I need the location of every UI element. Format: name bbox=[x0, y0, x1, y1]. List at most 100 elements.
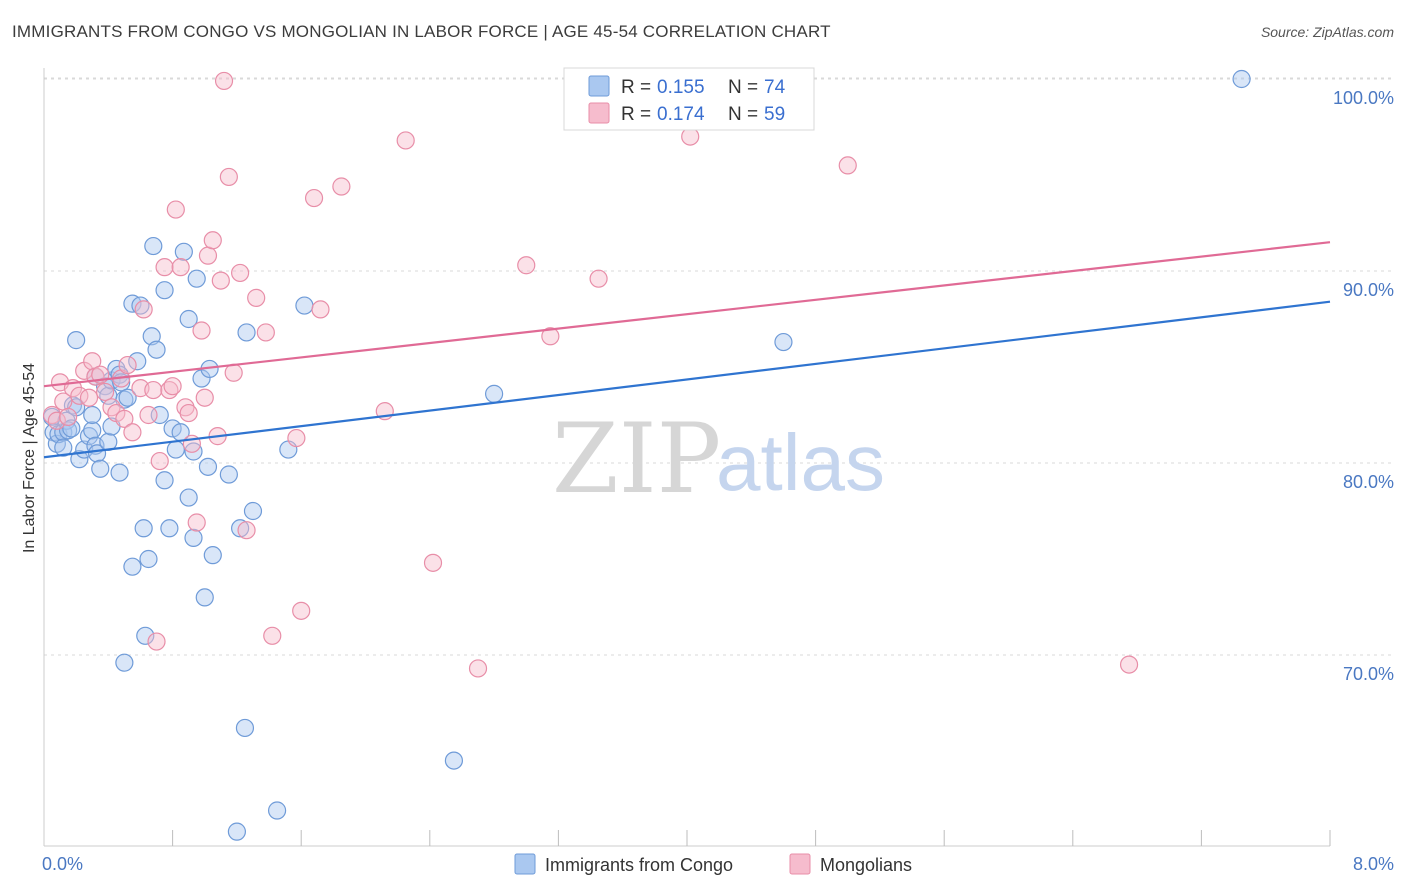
y-tick-labels: 70.0% 80.0% 90.0% 100.0% bbox=[1333, 88, 1394, 684]
point-congo-62 bbox=[231, 519, 250, 538]
point-mongolian-61 bbox=[838, 156, 857, 175]
legend-r-label-1: R = bbox=[621, 77, 651, 98]
trend-lines bbox=[43, 241, 1331, 459]
y-axis-label: In Labor Force | Age 45-54 bbox=[21, 363, 38, 553]
point-mongolian-45 bbox=[247, 288, 266, 307]
point-congo-59 bbox=[203, 546, 222, 565]
point-congo-54 bbox=[187, 269, 206, 288]
point-congo-14 bbox=[83, 421, 102, 440]
point-congo-33 bbox=[128, 352, 147, 371]
point-congo-13 bbox=[79, 427, 99, 446]
point-mongolian-57 bbox=[517, 256, 536, 275]
bottom-legend: Immigrants from Congo Mongolians bbox=[514, 853, 912, 875]
point-mongolian-59 bbox=[589, 269, 608, 288]
point-congo-66 bbox=[267, 801, 287, 820]
legend-n-value-1: 74 bbox=[764, 77, 786, 98]
y-tick-label-3: 100.0% bbox=[1333, 88, 1394, 108]
point-congo-57 bbox=[198, 457, 218, 476]
point-congo-19 bbox=[91, 459, 110, 478]
point-mongolian-51 bbox=[311, 300, 330, 319]
point-mongolian-60 bbox=[681, 127, 700, 146]
point-mongolian-1 bbox=[47, 411, 66, 430]
point-mongolian-16 bbox=[115, 409, 134, 428]
y-tick-label-2: 90.0% bbox=[1343, 280, 1394, 300]
point-mongolian-52 bbox=[332, 177, 351, 196]
bottom-legend-label-congo: Immigrants from Congo bbox=[545, 855, 733, 875]
point-congo-70 bbox=[485, 384, 504, 403]
point-congo-16 bbox=[83, 405, 102, 425]
point-mongolian-44 bbox=[237, 521, 256, 540]
x-tick-labels: 0.0% 8.0% bbox=[42, 854, 1394, 874]
point-mongolian-48 bbox=[287, 428, 306, 448]
point-mongolian-43 bbox=[231, 263, 250, 283]
point-mongolian-35 bbox=[195, 388, 214, 407]
point-mongolian-41 bbox=[219, 167, 238, 187]
point-mongolian-62 bbox=[1119, 655, 1139, 674]
point-congo-72 bbox=[1232, 69, 1251, 89]
point-congo-44 bbox=[155, 471, 174, 490]
point-mongolian-55 bbox=[423, 553, 443, 572]
point-congo-31 bbox=[115, 653, 134, 672]
point-congo-30 bbox=[118, 388, 137, 407]
point-congo-73 bbox=[54, 438, 73, 457]
data-points bbox=[42, 69, 1251, 841]
legend-n-label-1: N = bbox=[728, 77, 758, 98]
watermark: ZIP atlas bbox=[552, 403, 885, 515]
point-congo-64 bbox=[237, 323, 256, 342]
point-congo-41 bbox=[147, 340, 166, 359]
point-mongolian-42 bbox=[224, 363, 243, 382]
point-congo-53 bbox=[184, 528, 203, 547]
point-congo-38 bbox=[139, 549, 158, 569]
point-mongolian-58 bbox=[541, 327, 560, 346]
x-tick-label-0: 0.0% bbox=[42, 854, 83, 874]
point-mongolian-24 bbox=[150, 451, 169, 471]
point-congo-47 bbox=[166, 440, 185, 459]
legend-n-label-2: N = bbox=[728, 104, 758, 125]
point-mongolian-49 bbox=[292, 601, 311, 620]
x-ticks bbox=[172, 830, 1331, 846]
point-mongolian-21 bbox=[139, 405, 158, 425]
point-mongolian-34 bbox=[192, 321, 211, 340]
point-mongolian-12 bbox=[95, 382, 115, 402]
point-mongolian-56 bbox=[468, 659, 488, 678]
point-congo-11 bbox=[67, 331, 86, 350]
point-mongolian-30 bbox=[176, 398, 195, 417]
watermark-zip: ZIP bbox=[552, 403, 721, 515]
point-congo-63 bbox=[235, 718, 255, 738]
bottom-legend-label-mongolians: Mongolians bbox=[820, 855, 912, 875]
point-mongolian-27 bbox=[163, 377, 182, 396]
point-congo-40 bbox=[144, 236, 163, 256]
bottom-legend-swatch-congo bbox=[514, 853, 536, 875]
x-tick-label-1: 8.0% bbox=[1353, 854, 1394, 874]
point-mongolian-40 bbox=[214, 71, 234, 91]
y-tick-label-1: 80.0% bbox=[1343, 472, 1394, 492]
legend: R = 0.155 N = 74 R = 0.174 N = 59 bbox=[563, 67, 815, 131]
point-congo-43 bbox=[155, 281, 174, 300]
point-mongolian-20 bbox=[134, 300, 153, 319]
point-mongolian-33 bbox=[187, 513, 206, 532]
point-mongolian-23 bbox=[147, 632, 166, 651]
bottom-legend-swatch-mongolians bbox=[789, 853, 811, 875]
point-congo-68 bbox=[295, 296, 314, 315]
point-congo-18 bbox=[87, 444, 107, 463]
point-mongolian-28 bbox=[166, 200, 185, 219]
point-congo-52 bbox=[184, 442, 203, 461]
point-mongolian-39 bbox=[211, 271, 230, 290]
point-congo-49 bbox=[174, 242, 193, 261]
point-mongolian-4 bbox=[59, 407, 78, 427]
point-congo-32 bbox=[123, 557, 142, 576]
watermark-atlas: atlas bbox=[716, 418, 885, 507]
legend-swatch-pink bbox=[588, 102, 610, 124]
point-mongolian-17 bbox=[118, 355, 137, 375]
source-credit: Source: ZipAtlas.com bbox=[1260, 24, 1394, 40]
point-congo-37 bbox=[136, 626, 155, 645]
point-mongolian-46 bbox=[256, 323, 275, 342]
point-mongolian-31 bbox=[179, 403, 198, 423]
point-mongolian-29 bbox=[171, 258, 190, 277]
point-congo-50 bbox=[179, 488, 198, 507]
point-congo-39 bbox=[142, 327, 161, 346]
point-mongolian-50 bbox=[304, 188, 324, 208]
legend-swatch-blue bbox=[588, 75, 610, 97]
point-congo-36 bbox=[134, 519, 153, 538]
